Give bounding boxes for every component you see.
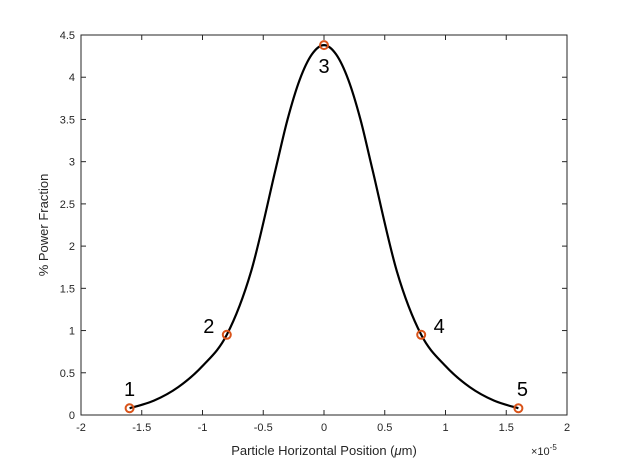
x-tick-label: -2 (76, 422, 86, 434)
x-tick-label: -1.5 (132, 422, 151, 434)
y-tick-label: 4.5 (60, 30, 75, 42)
y-tick-label: 2 (69, 241, 75, 253)
x-tick-label: 1 (442, 422, 448, 434)
y-axis-ticks: 0 0.5 1 1.5 2 2.5 3 3.5 4 4.5 (60, 30, 567, 422)
x-tick-label: 0 (321, 422, 327, 434)
x-tick-label: 0.5 (377, 422, 392, 434)
point-label: 2 (203, 316, 214, 338)
y-tick-label: 2.5 (60, 199, 75, 211)
y-tick-label: 0.5 (60, 368, 75, 380)
point-label: 3 (318, 56, 329, 78)
plot-background (81, 35, 567, 415)
data-point-marker (416, 329, 427, 340)
x-tick-label: -0.5 (254, 422, 273, 434)
data-point-marker (513, 403, 524, 414)
x-tick-label: 2 (564, 422, 570, 434)
point-label: 1 (124, 379, 135, 401)
series-line (129, 44, 519, 410)
y-tick-label: 3 (69, 157, 75, 169)
x-axis-label: Particle Horizontal Position (μm) (231, 443, 417, 458)
x-axis-ticks: -2 -1.5 -1 -0.5 0 0.5 1 1.5 2 (76, 35, 570, 434)
y-tick-label: 1 (69, 326, 75, 338)
series-layer (129, 44, 519, 410)
point-label: 4 (434, 316, 445, 338)
point-label: 5 (517, 379, 528, 401)
y-axis-label: % Power Fraction (36, 174, 51, 277)
data-point-marker (221, 329, 232, 340)
y-tick-label: 3.5 (60, 114, 75, 126)
plot-frame (80, 34, 568, 416)
y-tick-label: 1.5 (60, 283, 75, 295)
data-point-marker (124, 403, 135, 414)
marker-layer: 1 2 3 4 5 (124, 40, 528, 414)
x-axis-exponent: ×10-5 (531, 443, 557, 458)
x-tick-label: 1.5 (499, 422, 514, 434)
data-point-marker (319, 40, 329, 51)
y-tick-label: 0 (69, 410, 75, 422)
x-tick-label: -1 (198, 422, 208, 434)
y-tick-label: 4 (69, 72, 75, 84)
